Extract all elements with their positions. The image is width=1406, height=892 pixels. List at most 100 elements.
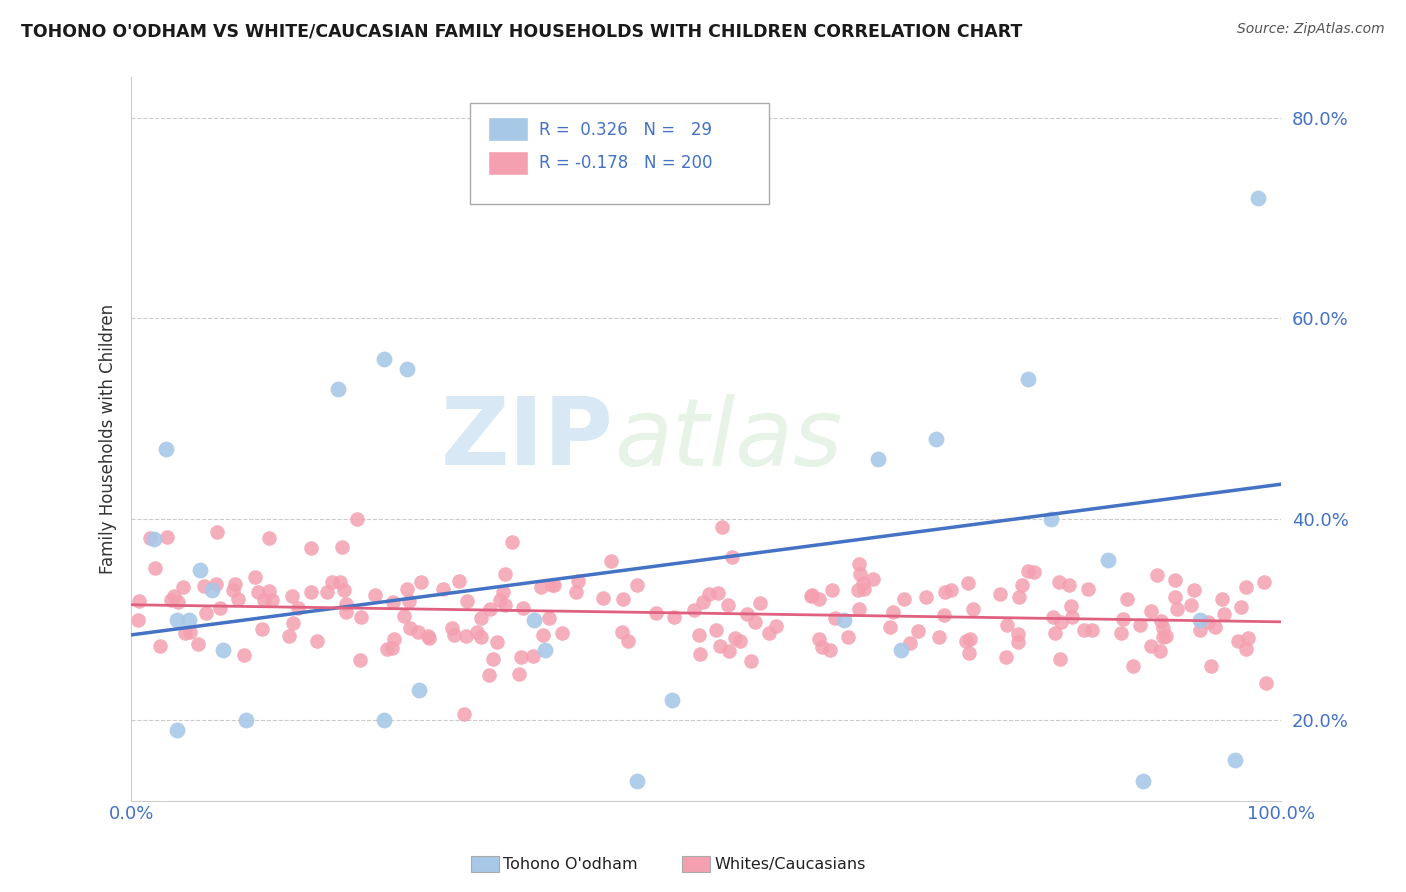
Text: Whites/Caucasians: Whites/Caucasians — [714, 857, 866, 871]
Text: Source: ZipAtlas.com: Source: ZipAtlas.com — [1237, 22, 1385, 37]
Point — [1182, 583, 1205, 598]
Point — [382, 595, 405, 609]
Point — [617, 634, 640, 648]
Point — [717, 598, 740, 612]
Point — [893, 592, 915, 607]
Point — [683, 603, 706, 617]
Point — [1163, 574, 1185, 588]
Point — [470, 611, 492, 625]
Point — [245, 570, 267, 584]
Point — [283, 615, 305, 630]
Point — [128, 594, 150, 608]
Point — [848, 557, 870, 571]
Point — [868, 452, 890, 467]
Point — [811, 640, 834, 654]
Point — [808, 632, 831, 646]
Point — [879, 620, 901, 634]
Point — [692, 595, 714, 609]
Point — [1007, 627, 1029, 641]
Point — [408, 683, 430, 698]
Point — [1077, 582, 1099, 596]
Point — [1230, 599, 1253, 614]
Point — [994, 650, 1017, 665]
Point — [195, 606, 218, 620]
Point — [299, 585, 322, 599]
Point — [418, 631, 440, 645]
Point — [523, 613, 546, 627]
Point — [1022, 566, 1045, 580]
Point — [661, 693, 683, 707]
Point — [748, 596, 770, 610]
Text: Tohono O'odham: Tohono O'odham — [503, 857, 638, 871]
Point — [995, 618, 1018, 632]
Point — [143, 533, 166, 547]
Point — [1204, 620, 1226, 634]
Point — [1211, 591, 1233, 606]
Point — [688, 628, 710, 642]
Point — [187, 637, 209, 651]
Point — [188, 563, 211, 577]
Point — [1253, 574, 1275, 589]
Point — [988, 586, 1011, 600]
Point — [1247, 191, 1270, 205]
Point — [957, 575, 980, 590]
Point — [934, 585, 956, 599]
Point — [957, 646, 980, 660]
Point — [373, 351, 395, 366]
Point — [454, 629, 477, 643]
Point — [543, 578, 565, 592]
Point — [321, 575, 343, 590]
Point — [193, 578, 215, 592]
Point — [848, 601, 870, 615]
Text: R = -0.178   N = 200: R = -0.178 N = 200 — [540, 154, 713, 172]
Point — [512, 601, 534, 615]
Point — [470, 631, 492, 645]
Point — [644, 606, 666, 620]
Point — [735, 607, 758, 621]
Point — [329, 574, 352, 589]
Point — [1043, 626, 1066, 640]
Point — [395, 582, 418, 597]
Point — [375, 641, 398, 656]
Point — [541, 578, 564, 592]
Point — [1007, 634, 1029, 648]
Point — [1017, 372, 1039, 386]
Point — [478, 601, 501, 615]
Point — [1254, 675, 1277, 690]
Point — [1237, 631, 1260, 645]
Point — [280, 590, 302, 604]
Point — [127, 613, 149, 627]
Point — [1049, 652, 1071, 666]
Point — [612, 592, 634, 607]
Point — [1112, 612, 1135, 626]
Point — [962, 601, 984, 615]
Point — [907, 624, 929, 639]
Point — [432, 582, 454, 596]
Point — [212, 643, 235, 657]
Point — [612, 624, 634, 639]
Point — [364, 588, 387, 602]
Point — [173, 626, 195, 640]
Point — [955, 634, 977, 648]
Point — [143, 561, 166, 575]
Point — [1129, 618, 1152, 632]
Point — [1152, 630, 1174, 644]
Point — [440, 621, 463, 635]
Point — [1197, 615, 1219, 629]
Point — [328, 382, 350, 396]
Point — [711, 519, 734, 533]
Point — [551, 626, 574, 640]
Point — [1132, 773, 1154, 788]
Point — [1189, 613, 1212, 627]
Point — [149, 639, 172, 653]
Point — [453, 707, 475, 722]
Point — [257, 583, 280, 598]
Point — [932, 608, 955, 623]
Point — [139, 531, 162, 545]
Point — [1213, 607, 1236, 622]
Point — [1080, 623, 1102, 637]
Point — [1057, 577, 1080, 591]
Point — [1149, 644, 1171, 658]
Point — [721, 550, 744, 565]
Point — [172, 580, 194, 594]
